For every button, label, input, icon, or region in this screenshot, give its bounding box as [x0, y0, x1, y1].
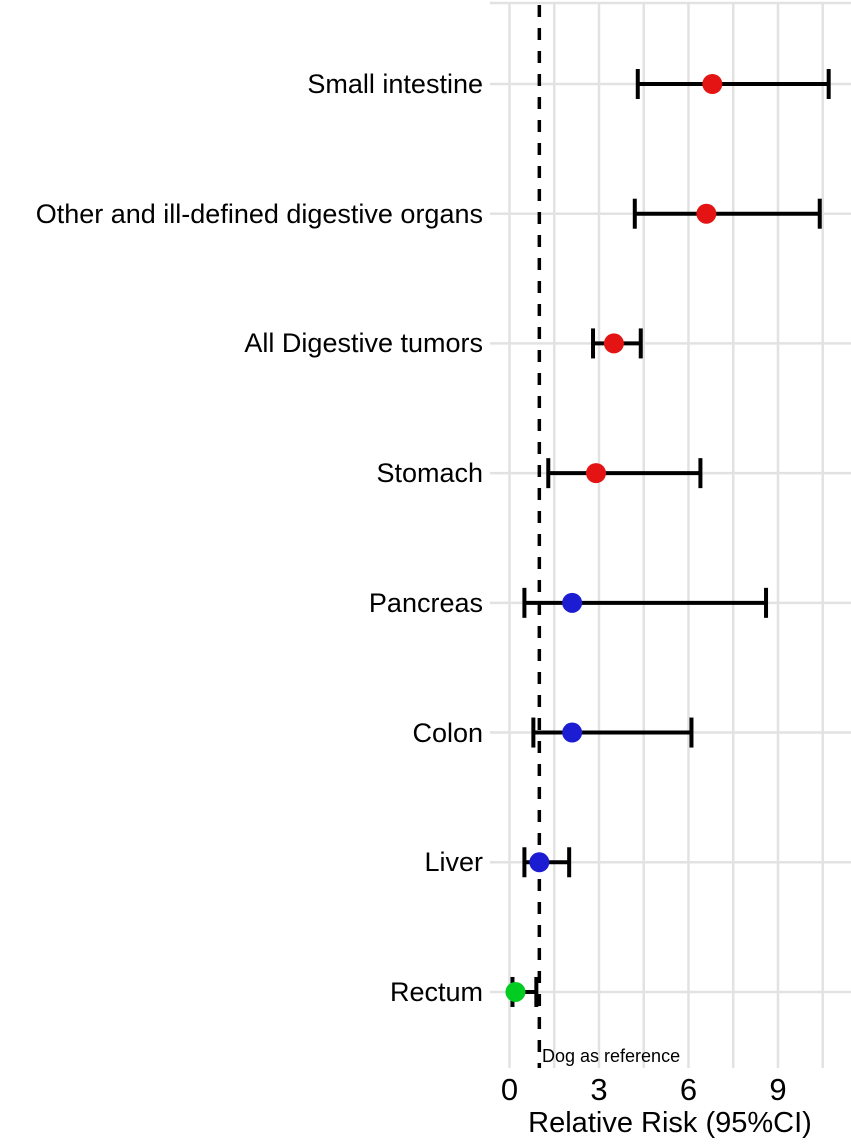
category-label: Liver [424, 847, 483, 878]
x-tick-label: 0 [500, 1072, 519, 1107]
x-axis-title: Relative Risk (95%CI) [528, 1107, 812, 1139]
point-estimate-dot [562, 592, 583, 613]
point-estimate-dot [529, 852, 550, 873]
x-tick-label: 3 [590, 1072, 608, 1107]
category-label: Other and ill-defined digestive organs [35, 198, 483, 229]
point-estimate-dot [505, 981, 526, 1002]
point-estimate-dot [586, 463, 607, 484]
x-tick-label: 9 [769, 1072, 787, 1107]
point-estimate-dot [603, 333, 624, 354]
category-label: Rectum [389, 976, 483, 1007]
category-label: Colon [412, 717, 483, 748]
point-estimate-dot [562, 722, 583, 743]
point-estimate-dot [702, 74, 723, 94]
category-label: Pancreas [368, 587, 483, 618]
category-label: Stomach [376, 458, 483, 489]
point-estimate-dot [696, 203, 717, 224]
x-tick-label: 6 [679, 1072, 698, 1107]
reference-line-annotation: Dog as reference [542, 1046, 681, 1066]
category-label: Small intestine [307, 69, 483, 99]
category-label: All Digestive tumors [244, 328, 483, 359]
